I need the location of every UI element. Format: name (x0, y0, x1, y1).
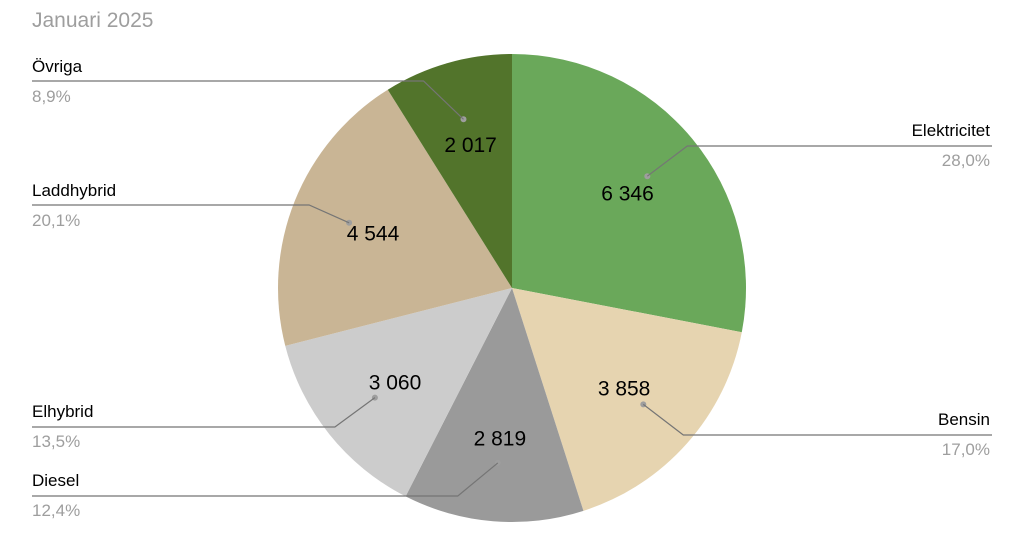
category-label-elektricitet: Elektricitet (912, 121, 991, 140)
percent-label-diesel: 12,4% (32, 501, 80, 520)
slice-value-label-bensin: 3 858 (598, 377, 651, 400)
percent-label-elhybrid: 13,5% (32, 432, 80, 451)
pie-slice-bensin (512, 288, 742, 511)
percent-label-bensin: 17,0% (942, 440, 990, 459)
slice-value-label-laddhybrid: 4 544 (347, 222, 400, 245)
pie-slice--vriga (387, 54, 512, 288)
leader-line--vriga (32, 80, 464, 120)
category-label-laddhybrid: Laddhybrid (32, 181, 116, 200)
slice-value-label-diesel: 2 819 (474, 427, 527, 450)
leader-line-diesel (32, 462, 499, 497)
leader-line-elhybrid (32, 397, 376, 428)
category-label-elhybrid: Elhybrid (32, 402, 93, 421)
leader-line-bensin (642, 403, 992, 436)
percent-label-laddhybrid: 20,1% (32, 211, 80, 230)
category-label-bensin: Bensin (938, 410, 990, 429)
external-labels: Elektricitet 28,0% Bensin 17,0% Diesel 12,4% E… (32, 57, 990, 520)
slice-value-labels: 6 346 3 858 2 819 3 060 4 544 2 017 (347, 134, 654, 450)
leader-line-laddhybrid (32, 204, 350, 224)
pie-slice-laddhybrid (278, 89, 512, 346)
pie-slice-elhybrid (285, 288, 512, 497)
pie-slice-diesel (405, 288, 584, 523)
slice-value-label-elhybrid: 3 060 (369, 372, 422, 395)
slice-value-label-elektricitet: 6 346 (601, 183, 654, 206)
leader-line-elektricitet (646, 145, 992, 177)
pie-slices (278, 54, 747, 523)
category-label--vriga: Övriga (32, 57, 83, 76)
category-label-diesel: Diesel (32, 471, 79, 490)
label-leader-lines (32, 80, 992, 497)
pie-slice-elektricitet (512, 54, 747, 333)
slice-value-label--vriga: 2 017 (444, 134, 497, 157)
percent-label-elektricitet: 28,0% (942, 151, 990, 170)
percent-label--vriga: 8,9% (32, 87, 71, 106)
chart-title: Januari 2025 (32, 9, 153, 32)
